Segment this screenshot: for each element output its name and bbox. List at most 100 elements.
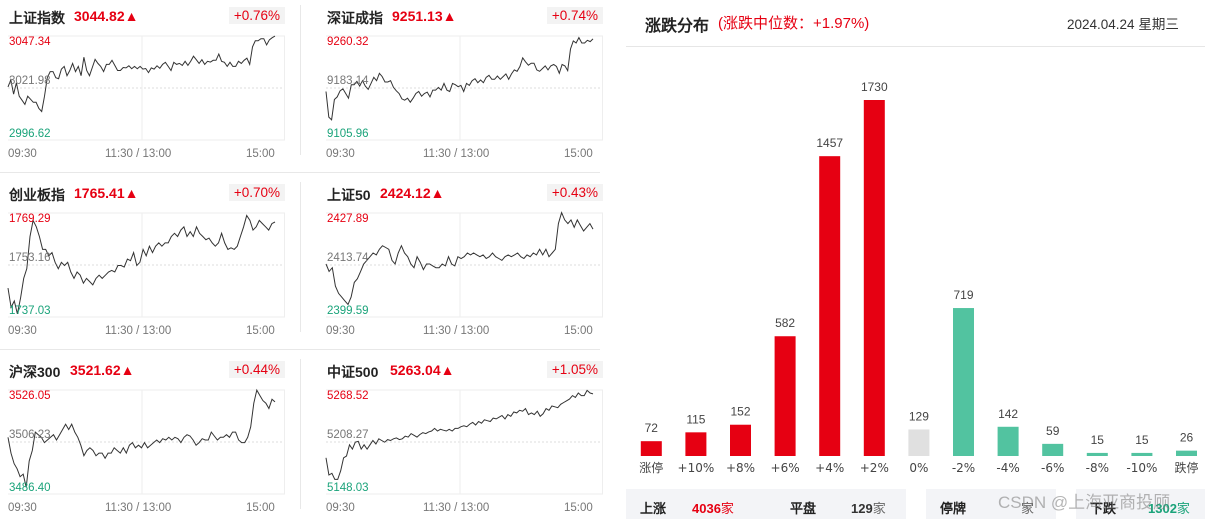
index-name: 上证50 bbox=[327, 187, 371, 203]
index-change-badge: +1.05% bbox=[546, 361, 603, 378]
time-mid: 11:30 / 13:00 bbox=[423, 148, 490, 160]
low-label: 2399.59 bbox=[327, 305, 369, 317]
mid-label: 9183.14 bbox=[327, 75, 369, 87]
rise-label: 上涨 bbox=[640, 501, 667, 516]
time-mid: 11:30 / 13:00 bbox=[105, 325, 172, 337]
time-close: 15:00 bbox=[246, 148, 275, 160]
chart-grid bbox=[326, 35, 603, 141]
bar-value-label: 26 bbox=[1180, 431, 1194, 445]
distribution-bar bbox=[730, 424, 751, 456]
index-value: 5263.04▲ bbox=[390, 362, 455, 378]
time-open: 09:30 bbox=[8, 325, 37, 337]
footer-halt: 停牌 家 bbox=[926, 489, 1056, 519]
chart-grid bbox=[326, 212, 603, 318]
bar-category-label: +10% bbox=[678, 461, 715, 475]
row-divider bbox=[0, 349, 600, 350]
fall-count: 1302家 bbox=[1148, 501, 1190, 516]
header-divider bbox=[626, 46, 1205, 47]
time-open: 09:30 bbox=[326, 325, 355, 337]
intraday-chart-szse bbox=[325, 35, 603, 141]
distribution-bar bbox=[774, 336, 796, 456]
bar-value-label: 582 bbox=[775, 316, 795, 330]
distribution-median: (涨跌中位数：+1.97%) bbox=[718, 15, 870, 32]
bar-category-label: 0% bbox=[909, 461, 928, 475]
index-change-badge: +0.76% bbox=[228, 7, 285, 24]
index-name: 创业板指 bbox=[9, 187, 65, 203]
index-header: 沪深300 3521.62▲ +0.44% bbox=[0, 361, 285, 382]
time-open: 09:30 bbox=[326, 502, 355, 514]
bar-value-label: 72 bbox=[645, 421, 659, 435]
time-close: 15:00 bbox=[246, 325, 275, 337]
column-divider bbox=[300, 5, 301, 155]
bar-value-label: 1457 bbox=[816, 136, 843, 150]
index-panel-chinext[interactable]: 创业板指 1765.41▲ +0.70% 1769.29 1753.16 173… bbox=[0, 177, 285, 349]
distribution-bar bbox=[1176, 450, 1197, 456]
low-label: 5148.03 bbox=[327, 482, 369, 494]
distribution-title: 涨跌分布 bbox=[645, 18, 710, 35]
index-header: 上证指数 3044.82▲ +0.76% bbox=[0, 7, 285, 28]
chart-grid bbox=[8, 389, 285, 495]
bar-category-label: +4% bbox=[815, 461, 844, 475]
intraday-chart-sse50 bbox=[325, 211, 603, 318]
distribution-bar bbox=[685, 432, 707, 456]
index-header: 创业板指 1765.41▲ +0.70% bbox=[0, 184, 285, 205]
mid-label: 3021.98 bbox=[9, 75, 51, 87]
time-close: 15:00 bbox=[564, 325, 593, 337]
bar-category-label: +6% bbox=[771, 461, 800, 475]
price-line bbox=[7, 214, 276, 315]
index-name: 深证成指 bbox=[327, 10, 383, 26]
index-header: 上证50 2424.12▲ +0.43% bbox=[318, 184, 603, 205]
index-change-badge: +0.74% bbox=[546, 7, 603, 24]
high-label: 5268.52 bbox=[327, 390, 369, 402]
bar-value-label: 719 bbox=[953, 288, 973, 302]
distribution-bar bbox=[1131, 452, 1153, 456]
time-mid: 11:30 / 13:00 bbox=[105, 148, 172, 160]
index-name: 上证指数 bbox=[9, 10, 65, 26]
index-change-badge: +0.43% bbox=[546, 184, 603, 201]
index-panel-sse[interactable]: 上证指数 3044.82▲ +0.76% 3047.34 3021.98 299… bbox=[0, 0, 285, 172]
distribution-bar bbox=[1086, 452, 1108, 456]
low-label: 2996.62 bbox=[9, 128, 51, 140]
distribution-date: 2024.04.24 星期三 bbox=[1067, 17, 1179, 32]
time-open: 09:30 bbox=[326, 148, 355, 160]
bar-category-label: 跌停 bbox=[1174, 460, 1198, 475]
fall-label: 下跌 bbox=[1090, 501, 1117, 516]
index-value: 3521.62▲ bbox=[70, 362, 135, 378]
time-mid: 11:30 / 13:00 bbox=[423, 502, 490, 514]
chart-grid bbox=[8, 212, 285, 318]
mid-label: 2413.74 bbox=[327, 252, 369, 264]
high-label: 3526.05 bbox=[9, 390, 51, 402]
low-label: 9105.96 bbox=[327, 128, 369, 140]
footer-fall: 下跌 1302家 bbox=[1076, 489, 1205, 519]
time-open: 09:30 bbox=[8, 148, 37, 160]
index-panel-sse50[interactable]: 上证50 2424.12▲ +0.43% 2427.89 2413.74 239… bbox=[318, 177, 603, 349]
high-label: 9260.32 bbox=[327, 36, 369, 48]
flat-label: 平盘 bbox=[790, 501, 817, 516]
low-label: 3486.40 bbox=[9, 482, 51, 494]
bar-category-label: -8% bbox=[1086, 461, 1109, 475]
index-value: 3044.82▲ bbox=[74, 8, 139, 24]
distribution-bar bbox=[997, 426, 1019, 456]
index-change-badge: +0.70% bbox=[228, 184, 285, 201]
bar-category-label: 涨停 bbox=[639, 460, 663, 475]
price-line bbox=[7, 388, 276, 488]
mid-label: 5208.27 bbox=[327, 429, 369, 441]
bar-category-label: -10% bbox=[1126, 461, 1157, 475]
index-panel-szse[interactable]: 深证成指 9251.13▲ +0.74% 9260.32 9183.14 910… bbox=[318, 0, 603, 172]
index-panel-csi300[interactable]: 沪深300 3521.62▲ +0.44% 3526.05 3506.23 34… bbox=[0, 354, 285, 519]
intraday-chart-csi300 bbox=[7, 388, 285, 495]
bar-value-label: 129 bbox=[909, 409, 929, 423]
chart-grid bbox=[8, 35, 285, 141]
intraday-chart-chinext bbox=[7, 212, 285, 318]
halt-unit: 家 bbox=[1021, 501, 1035, 516]
index-name: 沪深300 bbox=[9, 364, 61, 380]
footer-rise: 上涨 4036家 bbox=[626, 489, 782, 519]
intraday-chart-sse bbox=[7, 35, 285, 141]
bar-value-label: 15 bbox=[1091, 433, 1105, 447]
distribution-bar bbox=[819, 156, 841, 456]
distribution-bar bbox=[640, 441, 662, 456]
time-close: 15:00 bbox=[564, 502, 593, 514]
halt-label: 停牌 bbox=[940, 501, 967, 516]
column-divider bbox=[300, 182, 301, 332]
index-panel-csi500[interactable]: 中证500 5263.04▲ +1.05% 5268.52 5208.27 51… bbox=[318, 354, 603, 519]
